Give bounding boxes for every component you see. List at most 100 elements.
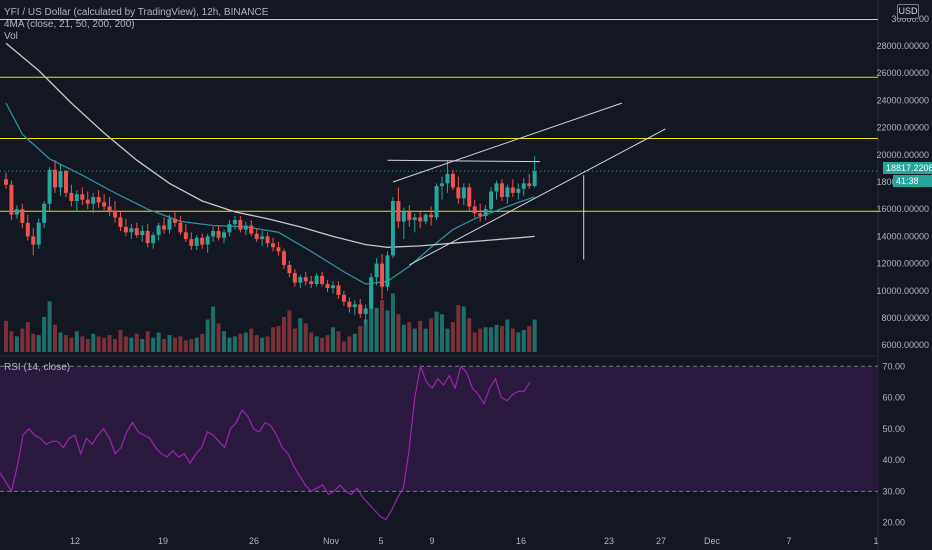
- volume-bar: [434, 311, 439, 352]
- volume-bar: [314, 336, 319, 352]
- time-axis[interactable]: 12 19 26 Nov 5 9 16 23 27 Dec 7 1: [70, 536, 879, 546]
- candle-body: [140, 230, 145, 236]
- rsi-tick-label: 50.00: [882, 424, 905, 434]
- volume-bar: [456, 305, 461, 352]
- candle-body: [341, 294, 346, 302]
- volume-bar: [336, 331, 341, 352]
- volume-bar: [4, 320, 8, 352]
- candle-body: [265, 236, 270, 244]
- candle-body: [396, 201, 401, 222]
- volume-bar: [347, 336, 352, 352]
- price-tick-label: 22000.00000: [876, 123, 929, 133]
- volume-bar: [129, 337, 134, 352]
- chart-title[interactable]: YFI / US Dollar (calculated by TradingVi…: [4, 7, 269, 18]
- trendline-drawings[interactable]: [387, 102, 666, 266]
- volume-bar: [91, 333, 96, 352]
- rsi-indicator-label[interactable]: RSI (14, close): [4, 362, 71, 373]
- rsi-tick-label: 40.00: [882, 455, 905, 465]
- rsi-line: [0, 364, 531, 521]
- time-tick-label: 12: [70, 536, 80, 546]
- candle-body: [358, 304, 363, 314]
- candle-body: [532, 171, 537, 187]
- rsi-tick-label: 60.00: [882, 393, 905, 403]
- volume-bar: [527, 326, 532, 352]
- volume-bar: [320, 337, 325, 352]
- currency-badge[interactable]: USD: [897, 4, 919, 19]
- candle-body: [123, 226, 128, 233]
- volume-bar: [25, 322, 30, 352]
- candle-body: [47, 169, 52, 204]
- volume-bar: [69, 337, 74, 352]
- price-tick-label: 14000.00000: [876, 231, 929, 241]
- trendline-top-horizontal: [387, 159, 541, 163]
- candle-body: [134, 228, 139, 236]
- candle-body: [303, 277, 308, 282]
- time-tick-label: 9: [429, 536, 434, 546]
- candle-body: [227, 224, 232, 233]
- horizontal-levels[interactable]: [0, 18, 878, 212]
- candle-body: [461, 187, 466, 199]
- candle-body: [472, 206, 477, 214]
- volume-bar: [205, 319, 210, 352]
- volume-bar: [521, 329, 526, 352]
- candle-body: [527, 183, 532, 187]
- candle-body: [14, 209, 19, 215]
- candle-body: [271, 243, 276, 248]
- volume-bar: [352, 333, 357, 352]
- price-tick-label: 16000.00000: [876, 204, 929, 214]
- volume-bar: [162, 339, 167, 352]
- volume-bar: [14, 336, 19, 352]
- candle-body: [254, 233, 259, 240]
- candle-body: [118, 217, 123, 227]
- moving-averages[interactable]: [5, 42, 535, 285]
- candle-body: [309, 281, 314, 284]
- volume-bar: [303, 323, 308, 352]
- volume-bar: [200, 333, 205, 352]
- candle-body: [385, 255, 390, 287]
- volume-bar: [260, 337, 265, 352]
- candle-body: [352, 304, 357, 308]
- volume-bar: [172, 337, 177, 352]
- candle-body: [347, 301, 352, 308]
- candle-body: [445, 173, 450, 184]
- volume-bar: [369, 287, 374, 352]
- volume-bar: [9, 331, 14, 352]
- candle-body: [440, 183, 444, 187]
- candle-body: [336, 285, 341, 295]
- volume-bar: [292, 328, 297, 352]
- candle-body: [494, 183, 499, 192]
- time-tick-label: 23: [604, 536, 614, 546]
- volume-bars: [4, 287, 537, 352]
- ma-fast-line: [5, 102, 535, 285]
- volume-bar: [222, 331, 226, 352]
- candle-body: [31, 236, 36, 245]
- time-tick-label: 27: [656, 536, 666, 546]
- volume-bar: [472, 332, 477, 352]
- volume-bar: [407, 322, 412, 352]
- time-tick-label: 26: [249, 536, 259, 546]
- rsi-series[interactable]: [0, 364, 531, 521]
- price-axis[interactable]: 30000.0028000.0000026000.0000024000.0000…: [876, 14, 929, 528]
- volume-bar: [42, 316, 47, 352]
- volume-bar: [102, 337, 107, 352]
- volume-indicator-label[interactable]: Vol: [4, 31, 18, 42]
- volume-bar: [396, 314, 401, 352]
- volume-bar: [505, 319, 510, 352]
- candlestick-series[interactable]: [4, 156, 537, 324]
- candle-body: [85, 199, 90, 204]
- volume-bar: [489, 327, 494, 352]
- candle-body: [456, 187, 461, 199]
- candle-body: [521, 183, 526, 189]
- volume-bar: [194, 337, 199, 352]
- candle-body: [467, 187, 472, 207]
- candle-body: [200, 237, 205, 245]
- candle-body: [314, 275, 319, 284]
- volume-bar: [478, 328, 483, 352]
- volume-bar: [390, 293, 395, 352]
- candle-body: [80, 194, 85, 200]
- ma-indicator-label[interactable]: 4MA (close, 21, 50, 200, 200): [4, 19, 135, 30]
- volume-bar: [440, 314, 444, 352]
- volume-bar: [216, 323, 221, 352]
